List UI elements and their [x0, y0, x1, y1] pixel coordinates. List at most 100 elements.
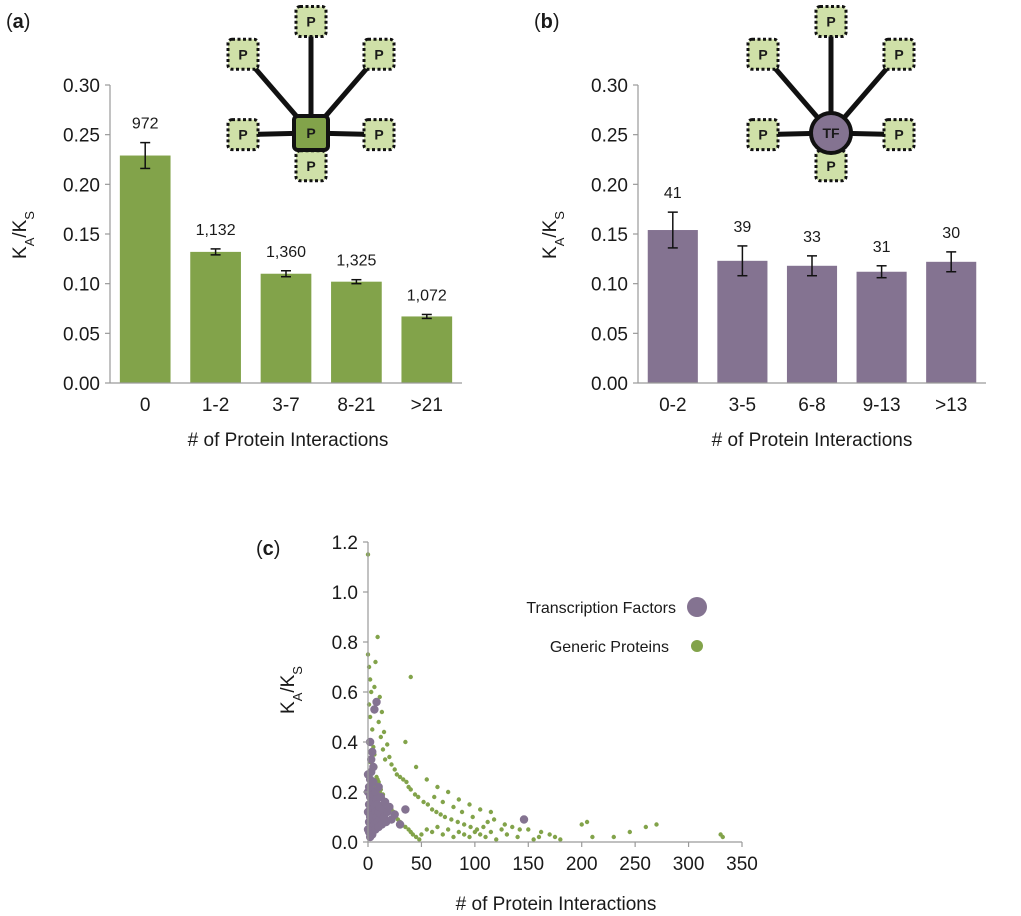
- error-bars-a: [140, 141, 432, 320]
- scatter-point-generic-protein: [403, 824, 408, 830]
- peripheral-node-label: P: [306, 13, 315, 29]
- y-tick-label: 0.25: [591, 126, 628, 147]
- y-tick-label: 0.30: [591, 76, 628, 97]
- scatter-point-generic-protein: [432, 794, 437, 800]
- y-tick-label: 0.25: [63, 126, 100, 147]
- scatter-point-generic-protein: [424, 827, 429, 832]
- x-tick-label: 150: [512, 854, 544, 875]
- scatter-point-generic-protein: [435, 824, 440, 830]
- scatter-point-generic-protein: [449, 817, 454, 822]
- peripheral-node-label: P: [894, 127, 903, 143]
- x-tick-label: 0: [140, 395, 151, 416]
- peripheral-protein-node: [226, 118, 260, 152]
- scatter-point-generic-protein: [417, 837, 422, 842]
- x-tick-label: 3-5: [729, 395, 756, 416]
- scatter-point-generic-protein: [424, 777, 429, 782]
- scatter-point-generic-protein: [502, 822, 507, 827]
- scatter-point-transcription-factor: [401, 805, 410, 814]
- scatter-point-generic-protein: [435, 784, 440, 790]
- protein-hub-diagram: P P P P P P P: [226, 4, 396, 183]
- bar-count-label: 39: [734, 219, 752, 236]
- y-tick-label: 0.2: [332, 783, 358, 804]
- y-ticks-a: 0.00 0.05 0.10 0.15 0.20 0.25 0.30: [63, 76, 110, 395]
- scatter-point-generic-protein: [425, 802, 431, 807]
- scatter-point-generic-protein: [451, 804, 456, 810]
- peripheral-node-label: P: [238, 46, 247, 62]
- legend-marker-generic-proteins: [691, 640, 703, 652]
- peripheral-node-label: P: [758, 127, 767, 143]
- scatter-point-generic-protein: [438, 812, 443, 817]
- bar: [856, 271, 907, 383]
- peripheral-protein-node: [746, 37, 780, 71]
- transcription-factor-hub-diagram: P P P P P P TF: [746, 4, 916, 183]
- x-tick-label: 300: [673, 854, 705, 875]
- scatter-point-generic-protein: [478, 832, 483, 837]
- scatter-point-generic-protein: [536, 834, 542, 840]
- scatter-point-generic-protein: [376, 719, 381, 725]
- y-tick-label: 0.05: [591, 324, 628, 345]
- scatter-point-generic-protein: [451, 834, 456, 840]
- scatter-point-generic-protein: [412, 792, 418, 797]
- y-tick-label: 0.20: [63, 175, 100, 196]
- scatter-point-generic-protein: [467, 802, 472, 807]
- x-tick-label: >21: [411, 395, 443, 416]
- peripheral-protein-node: [882, 37, 916, 71]
- scatter-point-generic-protein: [375, 634, 380, 640]
- scatter-point-generic-protein: [440, 832, 445, 837]
- scatter-point-generic-protein: [445, 789, 451, 795]
- y-axis-title-a: KA/KS: [10, 211, 37, 259]
- bar-count-label: 1,132: [196, 222, 236, 239]
- x-tick-label: 100: [459, 854, 491, 875]
- scatter-point-generic-protein: [429, 807, 435, 812]
- scatter-point-generic-protein: [389, 762, 394, 767]
- x-axis-title-b: # of Protein Interactions: [712, 430, 913, 451]
- scatter-point-generic-protein: [611, 834, 616, 840]
- bar: [786, 265, 838, 383]
- bar-count-label: 1,360: [266, 244, 306, 261]
- panel-label-b: (b): [534, 11, 560, 33]
- x-tick-label: 8-21: [337, 395, 375, 416]
- x-tick-label: 1-2: [202, 395, 229, 416]
- y-tick-label: 0.30: [63, 76, 100, 97]
- x-tick-label: 6-8: [798, 395, 825, 416]
- peripheral-node-label: P: [374, 127, 383, 143]
- scatter-point-generic-protein: [483, 834, 488, 840]
- scatter-point-generic-protein: [397, 774, 403, 780]
- bar-count-label: 41: [664, 185, 682, 202]
- scatter-point-generic-protein: [515, 834, 520, 840]
- scatter-point-generic-protein: [403, 739, 408, 745]
- x-tick-label: 350: [726, 854, 758, 875]
- bar-count-label: 1,072: [407, 287, 447, 304]
- x-tick-label: 9-13: [863, 395, 901, 416]
- y-tick-label: 1.0: [332, 583, 358, 604]
- peripheral-node-label: P: [826, 158, 835, 174]
- scatter-point-generic-protein: [379, 709, 385, 715]
- scatter-point-generic-protein: [488, 809, 494, 815]
- bars-a: [119, 155, 453, 383]
- bar-labels-b: 41 39 33 31 30: [664, 185, 960, 256]
- bar: [260, 273, 312, 383]
- bar: [331, 281, 382, 383]
- scatter-point-generic-protein: [584, 819, 590, 825]
- x-tick-label: 0-2: [659, 395, 686, 416]
- scatter-point-transcription-factor: [369, 777, 378, 787]
- panel-label-c: (c): [256, 538, 280, 560]
- peripheral-protein-node: [226, 37, 260, 71]
- scatter-point-transcription-factor: [372, 697, 381, 707]
- scatter-point-generic-protein: [392, 767, 397, 772]
- scatter-point-generic-protein: [461, 832, 467, 837]
- bar: [119, 155, 171, 383]
- scatter-point-generic-protein: [455, 819, 460, 825]
- scatter-point-generic-protein: [373, 659, 378, 665]
- scatter-point-generic-protein: [367, 677, 373, 682]
- scatter-point-generic-protein: [579, 822, 584, 827]
- hub-protein-node: [292, 114, 330, 152]
- scatter-point-generic-protein: [547, 832, 552, 837]
- x-tick-label: 200: [566, 854, 598, 875]
- scatter-point-generic-protein: [381, 729, 387, 735]
- y-ticks-c: 0.0 0.2 0.4 0.6 0.8 1.0 1.2: [332, 533, 368, 854]
- scatter-point-generic-protein: [517, 827, 522, 832]
- x-ticks-b: 0-2 3-5 6-8 9-13 >13: [659, 395, 967, 416]
- x-axis-title-c: # of Protein Interactions: [456, 894, 657, 915]
- bar: [926, 261, 977, 383]
